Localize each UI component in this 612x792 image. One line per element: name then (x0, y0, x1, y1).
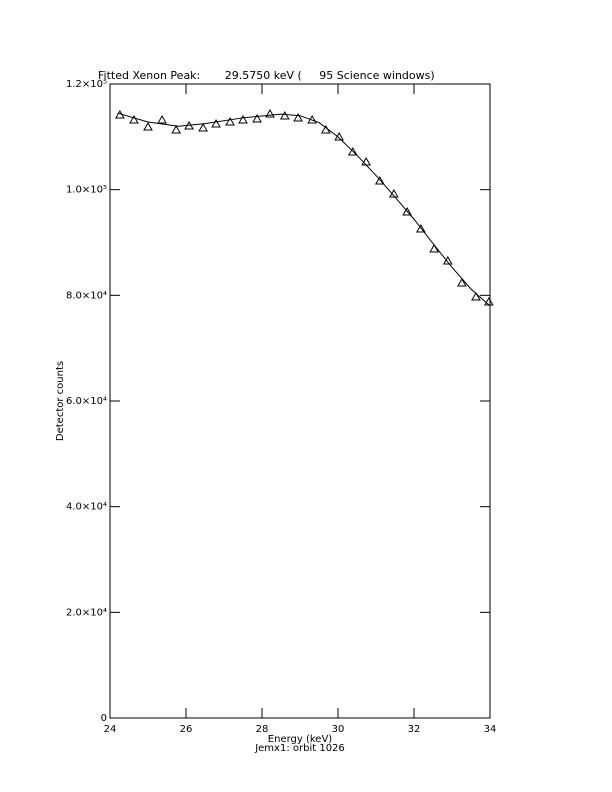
fit-line (117, 112, 491, 307)
x-tick-label: 30 (332, 724, 345, 735)
data-point (171, 125, 181, 134)
y-tick-label: 2.0×10⁴ (66, 607, 107, 618)
data-point (252, 114, 262, 123)
data-point (320, 125, 331, 134)
data-point (293, 113, 303, 122)
data-point (157, 115, 167, 124)
data-point (361, 156, 371, 166)
x-axis-label: Energy (keV) (268, 734, 333, 745)
data-point (265, 109, 275, 118)
data-point (225, 116, 235, 126)
y-tick-label: 4.0×10⁴ (66, 502, 107, 513)
data-point (483, 296, 494, 306)
subtitle: Jemx1: orbit 1026 (254, 743, 345, 754)
y-tick-label: 1.0×10⁵ (66, 185, 107, 196)
data-point (238, 115, 248, 124)
y-tick-label: 1.2×10⁵ (66, 79, 107, 90)
y-tick-label: 0 (101, 713, 107, 724)
y-tick-label: 8.0×10⁴ (66, 290, 107, 301)
x-tick-label: 34 (484, 724, 497, 735)
x-tick-label: 26 (180, 724, 193, 735)
data-point (279, 111, 290, 120)
data-point (429, 243, 440, 253)
y-axis-label: Detector counts (55, 361, 66, 441)
data-point (388, 188, 399, 198)
data-point (198, 123, 208, 132)
data-point (347, 146, 358, 156)
x-tick-label: 24 (104, 724, 117, 735)
x-tick-label: 32 (408, 724, 421, 735)
data-point (129, 115, 139, 124)
data-point (334, 131, 345, 141)
data-point (307, 115, 318, 124)
data-point (457, 278, 467, 287)
data-point (143, 121, 153, 131)
chart-title: Fitted Xenon Peak: 29.5750 keV ( 95 Scie… (98, 69, 435, 82)
data-point (402, 207, 413, 216)
data-point (374, 175, 385, 185)
data-point (442, 255, 453, 265)
data-point (211, 118, 221, 128)
y-tick-label: 6.0×10⁴ (66, 396, 107, 407)
data-point (415, 224, 426, 233)
plot-frame (109, 83, 491, 719)
data-point (471, 292, 481, 301)
x-tick-label: 28 (256, 724, 269, 735)
data-point (115, 110, 125, 119)
data-point (184, 120, 194, 130)
